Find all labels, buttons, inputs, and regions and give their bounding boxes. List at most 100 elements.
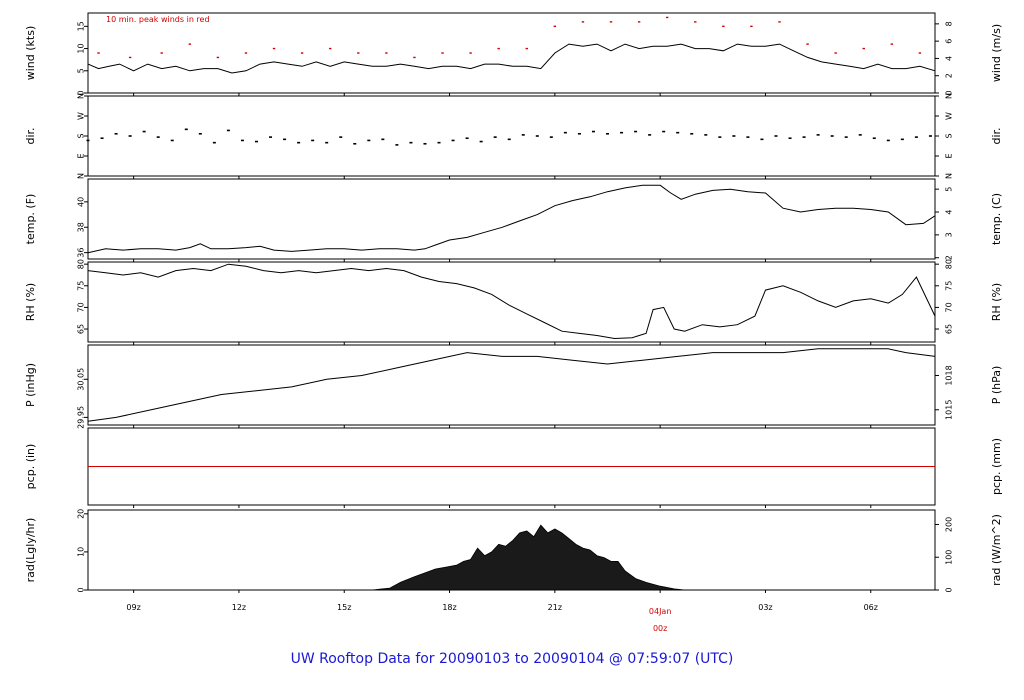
direction-point xyxy=(816,134,820,136)
y-axis-label-left: pcp. (in) xyxy=(24,444,37,490)
direction-point xyxy=(690,132,694,135)
direction-point xyxy=(732,135,736,137)
direction-point xyxy=(325,141,329,144)
direction-point xyxy=(311,139,315,142)
panel-pcp xyxy=(87,427,936,508)
peak-wind-mark xyxy=(216,56,220,59)
left-tick-label: 20 xyxy=(77,509,86,519)
panel-wind xyxy=(84,12,939,96)
left-tick-label: W xyxy=(77,112,86,120)
direction-point xyxy=(409,141,413,144)
panel-temp xyxy=(84,178,939,262)
y-axis-label-left: temp. (F) xyxy=(24,194,37,245)
left-tick-label: N xyxy=(77,173,86,179)
direction-point xyxy=(353,142,357,145)
y-axis-label-right: P (hPa) xyxy=(990,366,1003,405)
left-tick-label: 0 xyxy=(77,90,86,95)
peak-wind-mark xyxy=(525,47,528,50)
right-tick-label: N xyxy=(945,173,954,179)
peak-wind-mark xyxy=(188,43,191,45)
peak-wind-mark xyxy=(300,52,304,54)
right-tick-label: 2 xyxy=(945,255,954,260)
peak-wind-annotation: 10 min. peak winds in red xyxy=(106,15,210,24)
right-tick-label: 6 xyxy=(945,39,954,44)
peak-wind-mark xyxy=(609,21,613,23)
direction-point xyxy=(858,134,862,136)
peak-wind-mark xyxy=(665,16,669,19)
direction-point xyxy=(535,135,539,137)
peak-wind-mark xyxy=(97,52,100,54)
direction-point xyxy=(465,137,469,140)
direction-point xyxy=(493,136,497,138)
y-axis-label-right: dir. xyxy=(990,127,1003,144)
right-tick-label: 3 xyxy=(945,232,954,237)
direction-point xyxy=(620,131,624,134)
direction-point xyxy=(254,140,258,143)
pres-series-line xyxy=(87,348,936,422)
panel-dir xyxy=(84,95,939,179)
panel-frame xyxy=(87,261,936,343)
direction-point xyxy=(760,138,764,141)
left-tick-label: 36 xyxy=(77,248,86,258)
right-tick-label: 65 xyxy=(945,324,954,334)
direction-point xyxy=(662,130,666,133)
peak-wind-mark xyxy=(469,52,472,54)
panel-rh xyxy=(84,261,939,345)
direction-point xyxy=(563,131,567,134)
panel-frame xyxy=(87,95,936,177)
direction-point xyxy=(634,130,638,133)
y-axis-label-right: rad (W/m^2) xyxy=(990,514,1003,586)
x-tick-label: 21z xyxy=(548,603,562,612)
direction-point xyxy=(886,139,890,142)
left-tick-label: 10 xyxy=(77,43,86,53)
direction-point xyxy=(914,136,918,138)
y-axis-label-left: RH (%) xyxy=(24,283,37,321)
direction-point xyxy=(283,138,287,141)
y-axis-label-right: RH (%) xyxy=(990,283,1003,321)
peak-wind-mark xyxy=(357,52,360,54)
right-tick-label: 200 xyxy=(945,517,954,532)
peak-wind-mark xyxy=(890,43,894,45)
peak-wind-mark xyxy=(160,52,163,54)
direction-point xyxy=(395,144,399,146)
right-tick-label: 0 xyxy=(945,587,954,592)
left-tick-label: 5 xyxy=(77,68,86,73)
right-tick-label: 1018 xyxy=(945,365,954,385)
direction-point xyxy=(900,138,904,141)
direction-point xyxy=(606,132,610,135)
direction-point xyxy=(676,131,680,134)
peak-wind-mark xyxy=(413,56,416,59)
direction-point xyxy=(142,130,146,133)
right-tick-label: 75 xyxy=(945,281,954,291)
peak-wind-mark xyxy=(128,56,132,59)
panel-rad xyxy=(84,509,939,593)
direction-point xyxy=(128,135,132,137)
right-tick-label: 0 xyxy=(945,90,954,95)
direction-point xyxy=(746,136,750,138)
x-tick-label: 18z xyxy=(442,603,456,612)
y-axis-label-left: dir. xyxy=(24,127,37,144)
direction-point xyxy=(802,136,806,138)
direction-point xyxy=(437,141,441,144)
y-axis-label-right: pcp. (mm) xyxy=(990,438,1003,495)
direction-point xyxy=(198,132,202,135)
left-tick-label: 15 xyxy=(77,21,86,31)
x-tick-label: 12z xyxy=(232,603,246,612)
panel-frame xyxy=(87,178,936,260)
right-tick-label: 4 xyxy=(945,209,954,214)
x-tick-label: 06z xyxy=(864,603,878,612)
peak-wind-mark xyxy=(244,52,248,54)
left-tick-label: 70 xyxy=(77,302,86,312)
wind-series-line xyxy=(87,43,936,74)
direction-point xyxy=(100,137,104,140)
direction-point xyxy=(339,136,343,138)
direction-point xyxy=(451,139,455,142)
radiation-area xyxy=(372,524,685,591)
direction-point xyxy=(718,136,722,138)
x-tick-label: 03z xyxy=(758,603,772,612)
direction-point xyxy=(114,132,118,135)
peak-wind-mark xyxy=(918,52,922,54)
y-axis-label-left: rad(Lgly/hr) xyxy=(24,518,37,583)
y-axis-label-left: P (inHg) xyxy=(24,363,37,407)
